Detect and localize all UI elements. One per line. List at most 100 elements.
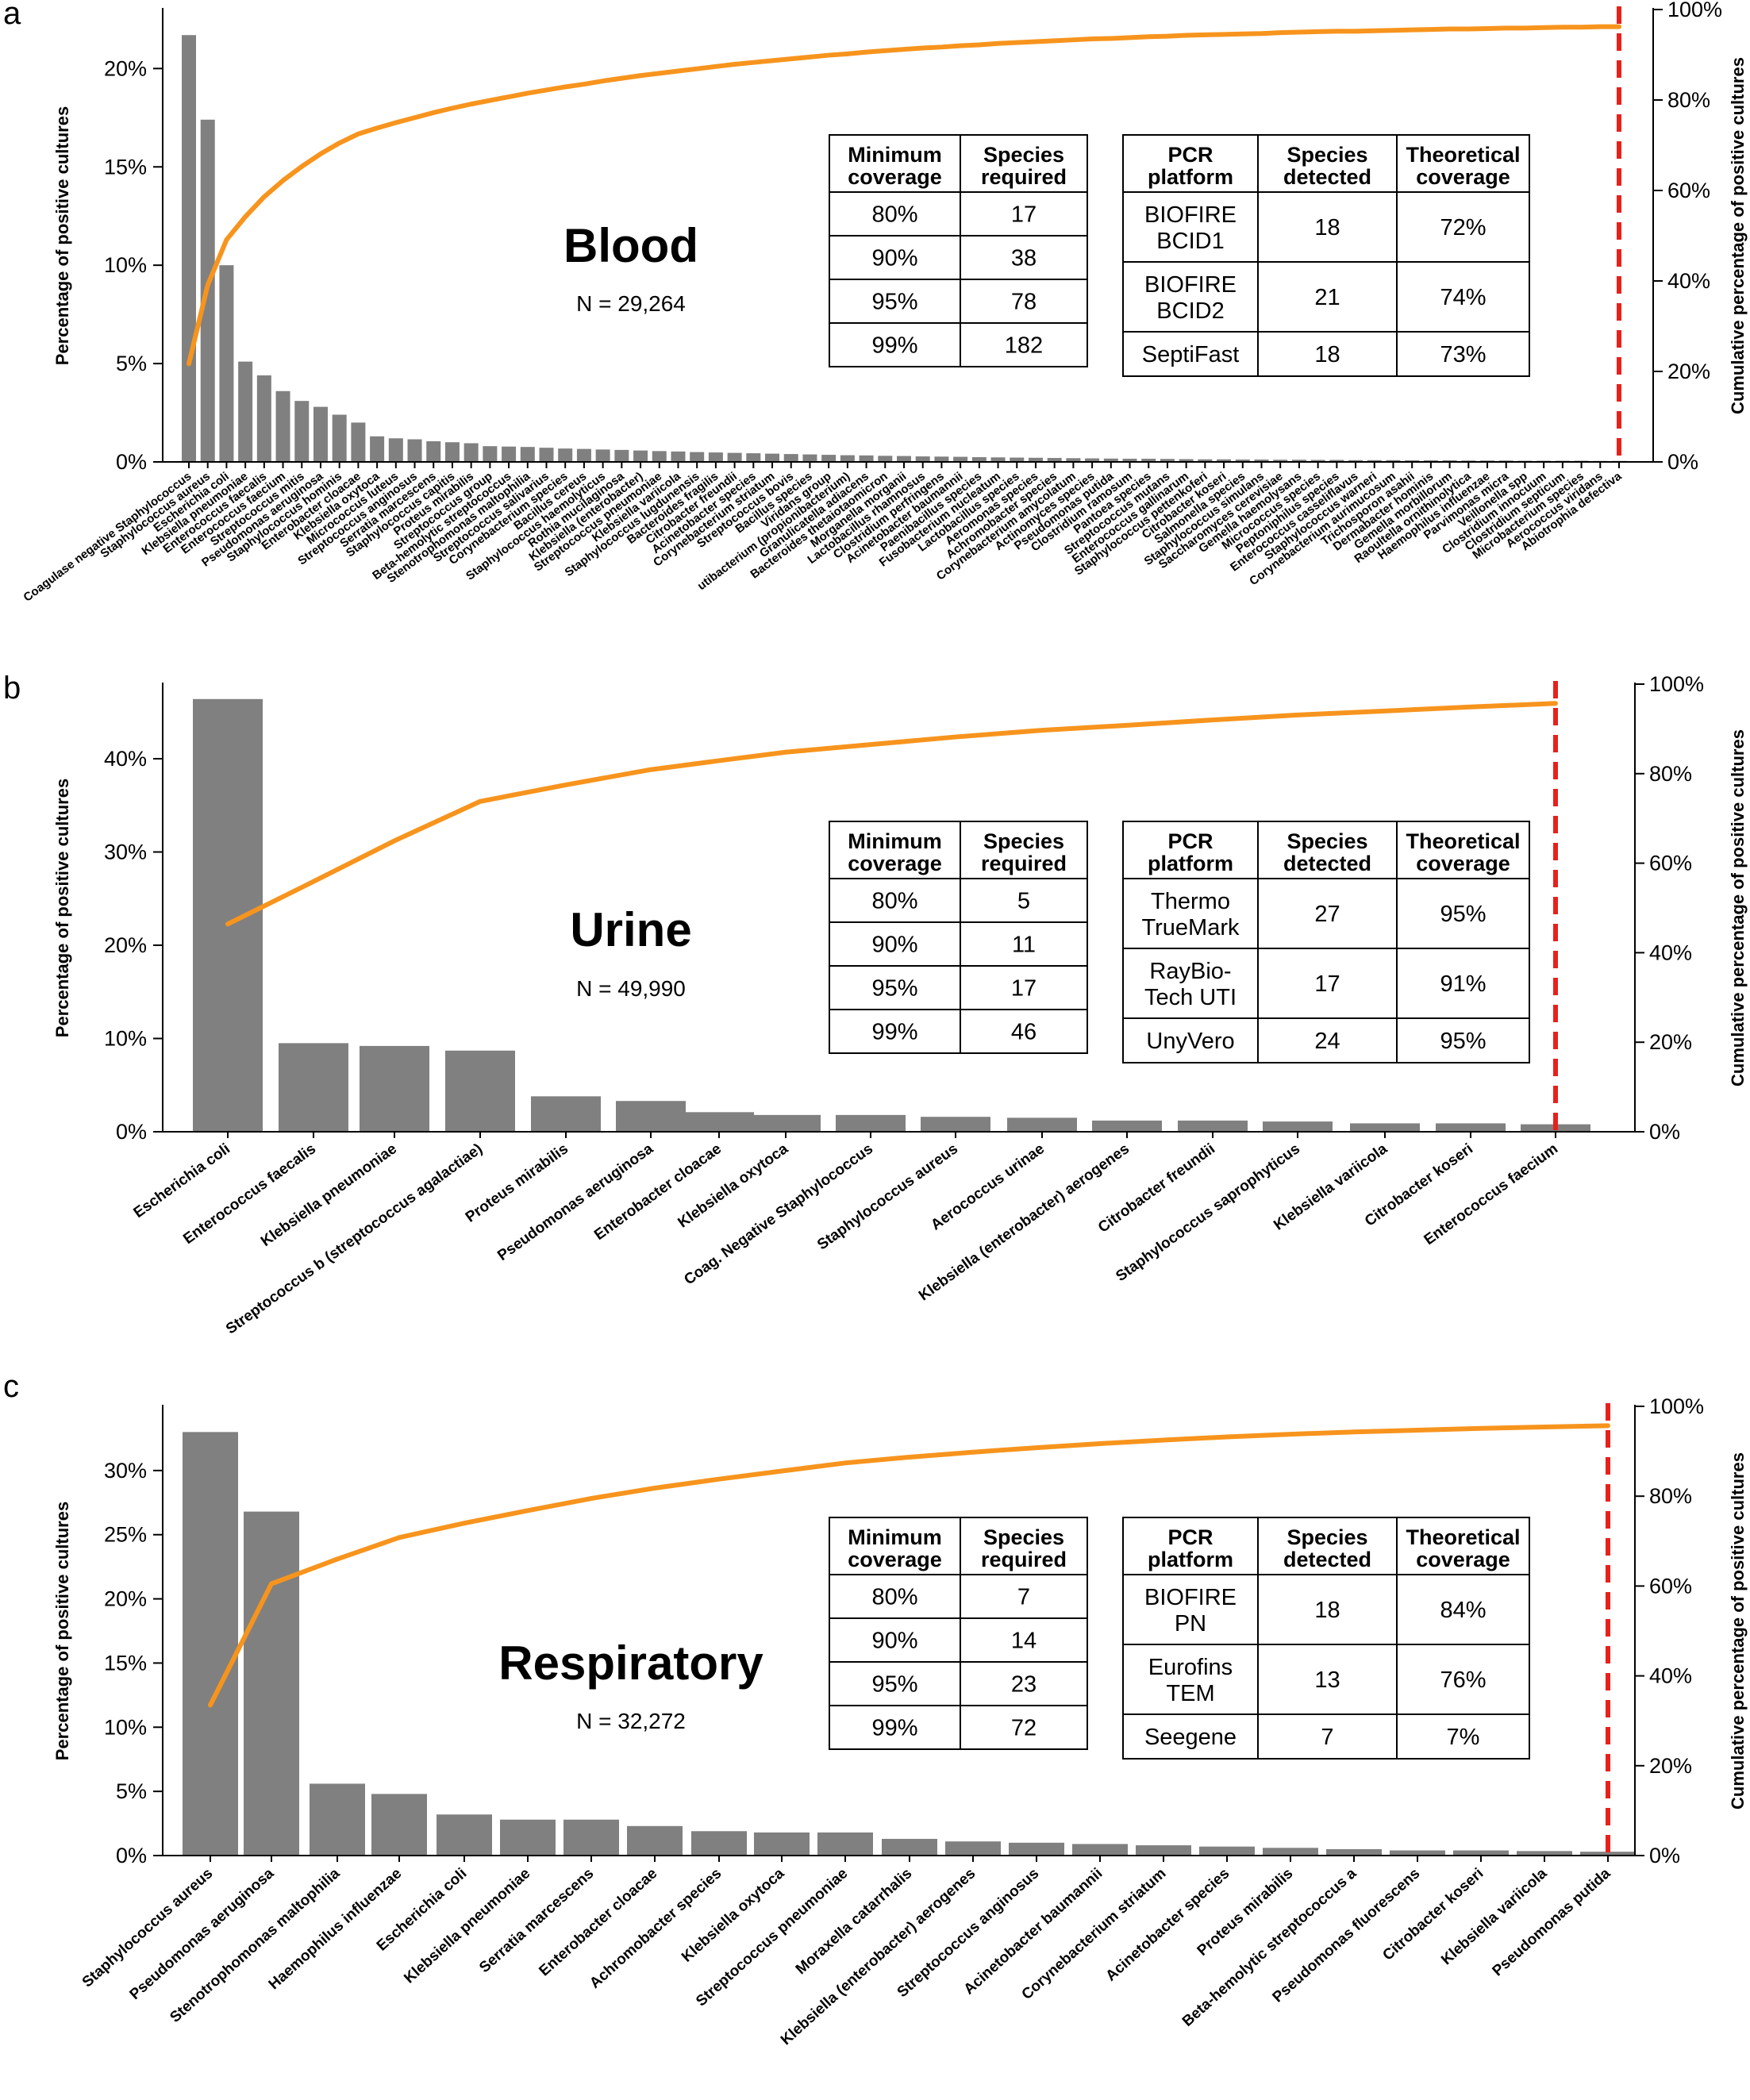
bar: [878, 456, 893, 462]
panel-b: b0%10%20%30%40%0%20%40%60%80%100%Escheri…: [3, 671, 1748, 1338]
y-tick-label-left: 40%: [104, 747, 147, 771]
bar: [627, 1825, 683, 1856]
cumulative-line: [225, 701, 1558, 927]
specimen-count: N = 29,264: [576, 291, 686, 316]
bar: [483, 446, 498, 462]
category-label: Enterobacter cloacae: [536, 1865, 660, 1979]
panel-letter: c: [3, 1369, 19, 1404]
y-tick-label-right: 100%: [1649, 672, 1704, 696]
category-label: Klebsiella variicola: [1438, 1865, 1551, 1968]
pcr-table-cell: 7%: [1447, 1725, 1480, 1750]
y-tick-label-left: 10%: [104, 253, 147, 277]
bar: [294, 401, 310, 462]
y-tick-label-left: 20%: [104, 56, 147, 80]
bar: [921, 1117, 990, 1132]
coverage-table-header: Minimum coverage: [848, 143, 942, 189]
y-tick-label-right: 100%: [1667, 0, 1722, 21]
bar: [444, 442, 460, 462]
pcr-table-border: [1122, 134, 1530, 377]
bar: [558, 448, 573, 462]
category-label: Enterobacter cloacae: [591, 1140, 725, 1244]
bar: [1436, 1123, 1506, 1132]
coverage-table-cell: 182: [1005, 333, 1043, 359]
pcr-table-cell: Seegene: [1144, 1725, 1237, 1750]
bar: [310, 1783, 365, 1856]
pcr-table-header: Theoretical coverage: [1406, 1525, 1520, 1571]
bar: [388, 438, 403, 462]
bar: [520, 447, 535, 462]
pcr-table-cell: 91%: [1440, 971, 1486, 997]
bar: [817, 1832, 873, 1856]
y-tick-label-right: 60%: [1667, 179, 1710, 202]
pcr-table-cell: 18: [1314, 1598, 1340, 1623]
bar: [1326, 1848, 1382, 1856]
pcr-table-cell: 76%: [1440, 1667, 1486, 1693]
bar: [1141, 459, 1156, 462]
pcr-table-cell: 95%: [1440, 1029, 1486, 1054]
panel-letter: a: [3, 0, 21, 31]
coverage-table-cell: 72: [1011, 1716, 1037, 1741]
y-tick-label-right: 20%: [1667, 360, 1710, 383]
y-tick-label-right: 0%: [1667, 450, 1698, 474]
coverage-table-cell: 90%: [871, 933, 917, 958]
bar: [407, 439, 422, 462]
y-axis-title-right: Cumulative percentage of positive cultur…: [1728, 729, 1748, 1087]
bar: [1010, 457, 1025, 462]
cumulative-line: [208, 1423, 1610, 1708]
y-tick-label-left: 30%: [104, 840, 147, 864]
bar: [332, 414, 347, 462]
bar: [1350, 1123, 1420, 1132]
y-tick-label-right: 0%: [1649, 1120, 1680, 1144]
coverage-table-cell: 11: [1012, 933, 1036, 958]
bar: [633, 450, 648, 462]
category-label: Klebsiella pneumoniae: [401, 1865, 533, 1987]
y-tick-label-left: 20%: [104, 933, 147, 957]
y-tick-label-right: 40%: [1667, 269, 1710, 293]
y-tick-label-left: 15%: [104, 1651, 147, 1675]
y-tick-label-left: 25%: [104, 1523, 147, 1547]
bar: [370, 436, 385, 462]
bar: [751, 1114, 821, 1132]
y-tick-label-right: 60%: [1649, 852, 1692, 875]
y-tick-label-right: 20%: [1649, 1754, 1692, 1778]
bar: [256, 375, 271, 462]
pcr-table-cell: 17: [1314, 971, 1340, 997]
coverage-table-header: Species required: [981, 1525, 1067, 1571]
specimen-title: Blood: [563, 219, 698, 272]
category-label: Achromobacter species: [587, 1865, 725, 1992]
bar: [351, 422, 366, 462]
pcr-table-header: Theoretical coverage: [1406, 143, 1520, 189]
bar: [990, 457, 1006, 462]
y-tick-label-left: 10%: [104, 1027, 147, 1051]
coverage-table-cell: 78: [1011, 290, 1037, 315]
y-tick-label-right: 60%: [1649, 1574, 1692, 1598]
pcr-table-header: PCR platform: [1148, 143, 1233, 189]
bar: [953, 456, 968, 462]
bar: [279, 1043, 348, 1132]
bar: [1273, 460, 1288, 462]
coverage-table-cell: 90%: [871, 246, 917, 271]
coverage-table-cell: 99%: [871, 1020, 917, 1045]
y-tick-label-left: 5%: [116, 1779, 147, 1803]
pcr-table-cell: BIOFIRE BCID2: [1144, 272, 1237, 324]
y-axis-title-left: Percentage of positive cultures: [52, 1502, 72, 1760]
category-label: Klebsiella oxytoca: [679, 1865, 788, 1966]
y-tick-label-right: 80%: [1667, 88, 1710, 112]
y-tick-label-left: 0%: [116, 1844, 147, 1867]
coverage-table-border: [829, 134, 1088, 367]
pcr-table-cell: 21: [1314, 285, 1340, 310]
bar: [1179, 459, 1194, 462]
bar: [1028, 457, 1043, 462]
specimen-count: N = 32,272: [576, 1709, 686, 1733]
pcr-table-border: [1122, 821, 1530, 1063]
panel-letter: b: [3, 671, 21, 706]
bar: [371, 1794, 427, 1856]
coverage-table-header: Minimum coverage: [848, 829, 942, 875]
y-tick-label-left: 0%: [116, 1120, 147, 1144]
coverage-table-cell: 23: [1011, 1672, 1037, 1698]
pcr-table-header: Species detected: [1283, 829, 1371, 875]
bar: [1092, 1120, 1162, 1132]
bar: [614, 449, 629, 462]
bar: [1047, 458, 1062, 462]
category-label: Enterococcus faecium: [1421, 1140, 1561, 1248]
